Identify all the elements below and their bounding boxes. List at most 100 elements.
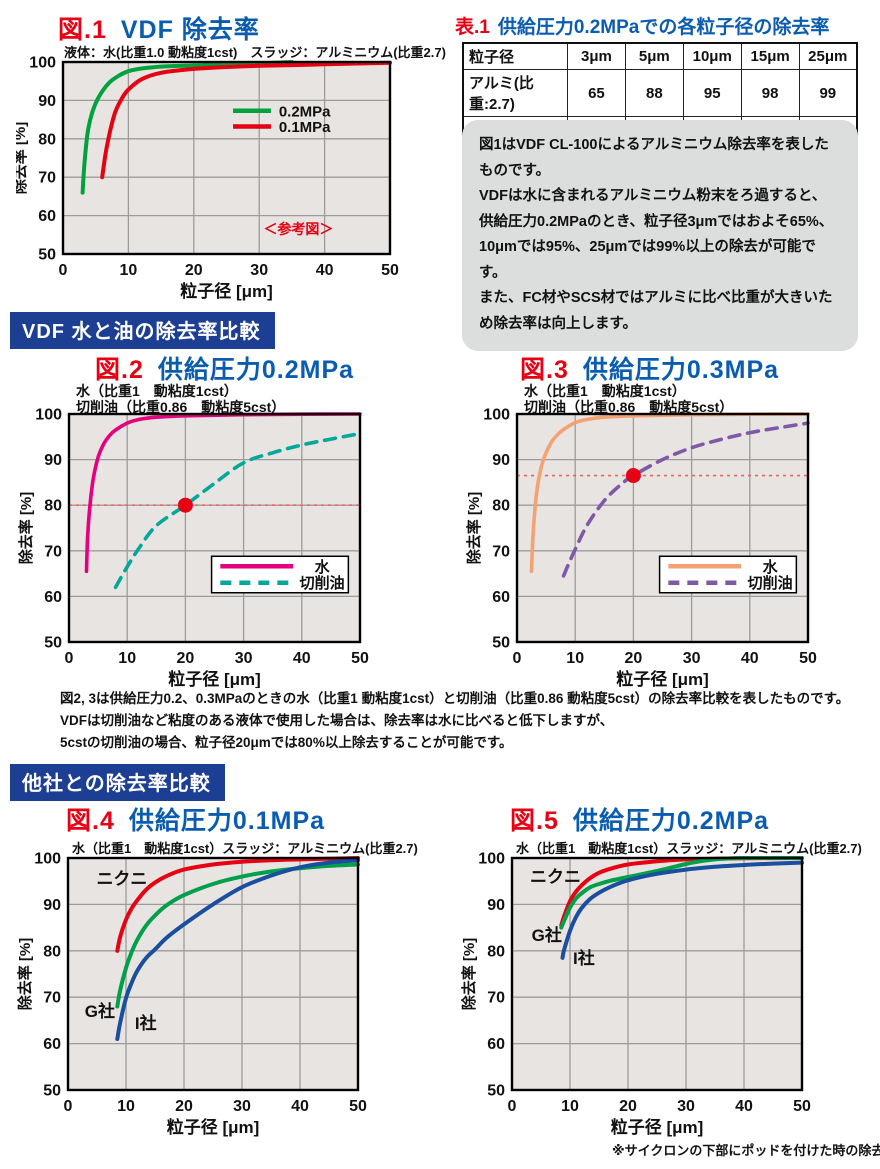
fig2-line-chart: 0 10 20 30 40 50 50 60 70 80 90 100 粒子径 [μm] 除去率 [%] 水… <box>14 404 370 689</box>
curve-annotation: G社 <box>85 1001 115 1021</box>
series-curve-水 <box>529 412 810 574</box>
fig1-title: VDF 除去率 <box>120 16 260 44</box>
y-tick-label: 50 <box>43 1083 61 1100</box>
x-axis-title: 粒子径 [μm] <box>611 1117 704 1137</box>
y-tick-label: 50 <box>487 1083 505 1100</box>
y-axis-title: 除去率 [%] <box>460 938 478 1011</box>
legend-label: 0.1MPa <box>279 119 331 136</box>
table-header-cell: 3μm <box>567 42 626 70</box>
x-tick-label: 30 <box>683 650 701 667</box>
x-tick-label: 50 <box>351 650 369 667</box>
y-tick-label: 80 <box>44 498 62 515</box>
legend-label: 切削油 <box>748 574 793 592</box>
x-tick-label: 20 <box>175 1098 193 1115</box>
fig1-line-chart: 0 10 20 30 40 50 50 60 70 80 90 100 粒子径 [μm] 除去率 [%] 0… <box>16 52 426 302</box>
note-line: 図1はVDF CL-100によるアルミニウム除去率を表したものです。 <box>479 137 829 179</box>
x-tick-label: 30 <box>235 650 253 667</box>
axis-frame <box>67 412 362 644</box>
table-cell: 95 <box>682 69 742 117</box>
table-cell: 99 <box>798 69 858 117</box>
x-tick-label: 10 <box>561 1098 579 1115</box>
table-header-cell: 粒子径 <box>462 42 568 70</box>
y-axis-title: 除去率 [%] <box>465 492 483 565</box>
axis-frame <box>510 856 804 1092</box>
y-tick-label: 100 <box>29 55 56 72</box>
series-curve-I社 <box>560 860 804 960</box>
x-tick-label: 0 <box>513 650 522 667</box>
y-tick-label: 60 <box>492 589 510 606</box>
fig5-heading: 図.5 供給圧力0.2MPa <box>510 801 769 837</box>
y-tick-label: 80 <box>487 943 505 960</box>
x-tick-label: 40 <box>741 650 759 667</box>
fig4-label: 図.4 <box>66 807 115 835</box>
intersection-dot <box>177 497 193 513</box>
table1-title: 供給圧力0.2MPaでの各粒子径の除去率 <box>497 17 830 38</box>
y-tick-label: 70 <box>44 543 62 560</box>
x-axis-title: 粒子径 [μm] <box>167 1117 260 1137</box>
note-line: 供給圧力0.2MPaのとき、粒子径3μmではおよそ65%、10μmでは95%、2… <box>479 213 834 281</box>
plot-area <box>68 858 358 1090</box>
plot-area <box>517 414 808 642</box>
table-cell: アルミ(比重:2.7) <box>462 69 568 117</box>
table1-heading: 表.1 供給圧力0.2MPaでの各粒子径の除去率 <box>455 12 829 39</box>
table-header-row: 粒子径 3μm 5μm 10μm 15μm 25μm <box>462 42 858 70</box>
y-tick-label: 50 <box>492 635 510 652</box>
y-tick-label: 100 <box>478 851 505 868</box>
x-tick-label: 10 <box>118 650 136 667</box>
table-header-cell: 15μm <box>740 42 800 70</box>
x-tick-label: 0 <box>508 1098 517 1115</box>
table-row: アルミ(比重:2.7) 65 88 95 98 99 <box>462 69 858 117</box>
curve-annotation: I社 <box>135 1013 157 1033</box>
x-tick-label: 40 <box>316 262 334 279</box>
chart-canvas: 0 10 20 30 40 50 50 60 70 80 90 100 粒子径 [μm] 除去率 [%] ニ… <box>16 851 367 1138</box>
curve-annotation: G社 <box>532 925 562 945</box>
y-axis-title: 除去率 [%] <box>16 122 29 195</box>
series-curve-I社 <box>115 858 360 1041</box>
table-header-cell: 5μm <box>624 42 684 70</box>
legend-label: 水 <box>763 558 779 576</box>
y-tick-label: 80 <box>43 943 61 960</box>
curve-annotation: ニクニ <box>96 869 147 888</box>
fig2-subtitle-water: 水（比重1 動粘度1cst） <box>76 383 238 399</box>
legend-box <box>658 555 798 594</box>
curve-annotation: ＜参考図＞ <box>263 221 333 237</box>
series-curve-切削油 <box>113 431 362 590</box>
x-tick-label: 30 <box>250 262 268 279</box>
legend-label: 0.2MPa <box>279 103 331 120</box>
x-tick-label: 40 <box>735 1098 753 1115</box>
plot-area <box>512 858 802 1090</box>
chart-canvas: 0 10 20 30 40 50 50 60 70 80 90 100 粒子径 [μm] 除去率 [%] 水… <box>465 407 817 689</box>
description-line: 5cstの切削油の場合、粒子径20μmでは80%以上除去することが可能です。 <box>60 735 513 750</box>
x-tick-label: 40 <box>291 1098 309 1115</box>
fig5-subtitle: 水（比重1 動粘度1cst）スラッジ：アルミニウム(比重2.7) <box>516 841 862 856</box>
fig4-heading: 図.4 供給圧力0.1MPa <box>66 801 325 837</box>
chart-canvas: 0 10 20 30 40 50 50 60 70 80 90 100 粒子径 [μm] 除去率 [%] 0… <box>16 55 399 302</box>
x-tick-label: 0 <box>64 1098 73 1115</box>
table-header-cell: 10μm <box>682 42 742 70</box>
y-tick-label: 90 <box>38 93 56 110</box>
curve-annotation: ニクニ <box>530 867 581 886</box>
fig2-title: 供給圧力0.2MPa <box>157 356 355 384</box>
fig23-description: 図2, 3は供給圧力0.2、0.3MPaのときの水（比重1 動粘度1cst）と切… <box>60 688 849 754</box>
fig3-heading: 図.3 供給圧力0.3MPa <box>520 350 779 386</box>
x-tick-label: 20 <box>619 1098 637 1115</box>
y-tick-label: 90 <box>487 897 505 914</box>
y-tick-label: 60 <box>487 1036 505 1053</box>
section-water-oil: VDF 水と油の除去率比較 <box>10 312 275 349</box>
x-tick-label: 20 <box>625 650 643 667</box>
fig3-title: 供給圧力0.3MPa <box>582 356 780 384</box>
x-tick-label: 50 <box>793 1098 811 1115</box>
y-tick-label: 50 <box>44 635 62 652</box>
x-tick-label: 20 <box>177 650 195 667</box>
x-tick-label: 30 <box>677 1098 695 1115</box>
fig1-label: 図.1 <box>58 16 107 44</box>
y-tick-label: 90 <box>43 897 61 914</box>
y-axis-title: 除去率 [%] <box>17 492 35 565</box>
axis-frame <box>66 856 360 1092</box>
x-tick-label: 40 <box>293 650 311 667</box>
table-cell: 88 <box>624 69 684 117</box>
series-curve-G社 <box>559 856 804 930</box>
x-tick-label: 20 <box>185 262 203 279</box>
fig1-heading: 図.1 VDF 除去率 <box>58 10 260 46</box>
chart-canvas: 0 10 20 30 40 50 50 60 70 80 90 100 粒子径 [μm] 除去率 [%] ニ… <box>460 851 811 1138</box>
